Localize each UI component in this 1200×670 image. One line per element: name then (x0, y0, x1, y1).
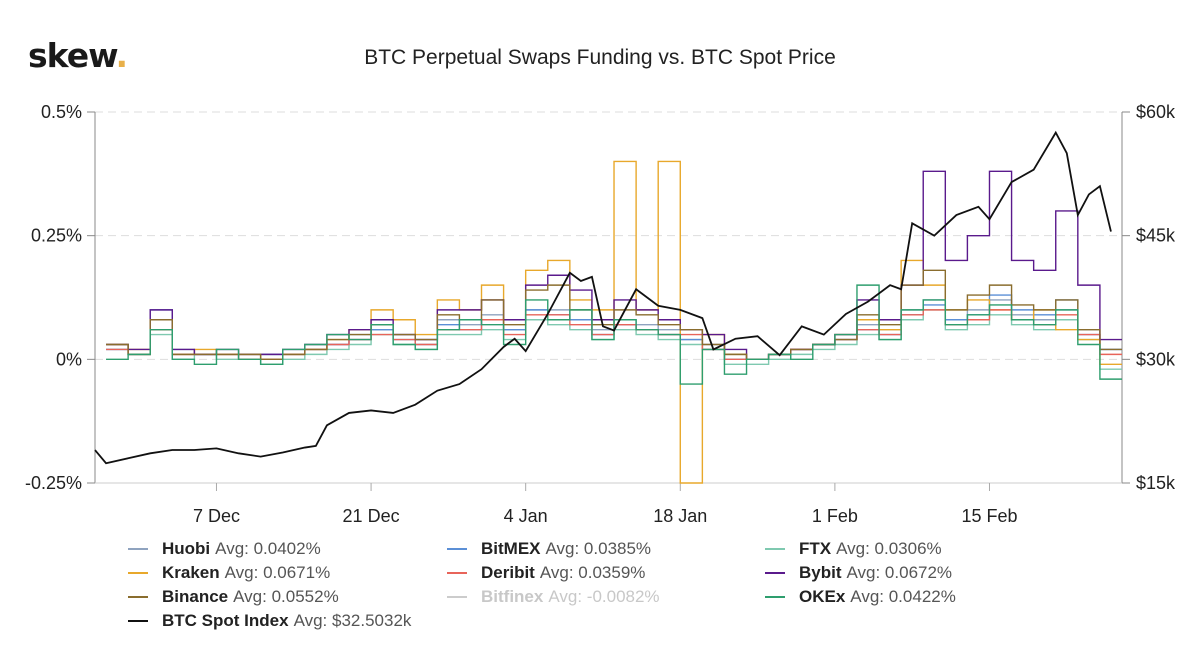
legend-item-huobi[interactable]: Huobi Avg: 0.0402% (128, 539, 321, 559)
x-tick-label: 18 Jan (653, 506, 707, 526)
left-tick-label: 0.5% (41, 102, 82, 122)
legend-series-avg: Avg: 0.0402% (215, 539, 321, 558)
legend-swatch (128, 596, 148, 598)
left-tick-label: -0.25% (25, 473, 82, 493)
x-tick-label: 21 Dec (343, 506, 400, 526)
series-line-btc-spot-index (94, 130, 1112, 465)
legend-item-deribit[interactable]: Deribit Avg: 0.0359% (447, 563, 645, 583)
logo-text: skew (28, 36, 116, 75)
legend-item-btc-spot-index[interactable]: BTC Spot Index Avg: $32.5032k (128, 611, 411, 631)
legend-series-avg: Avg: $32.5032k (293, 611, 412, 630)
legend-series-name: Huobi (162, 539, 211, 558)
legend-item-bybit[interactable]: Bybit Avg: 0.0672% (765, 563, 952, 583)
legend-swatch (128, 572, 148, 574)
right-tick-label: $45k (1136, 226, 1176, 246)
legend-swatch (765, 548, 785, 550)
x-tick-label: 4 Jan (504, 506, 548, 526)
legend-series-avg: Avg: 0.0552% (233, 587, 339, 606)
legend-series-avg: Avg: 0.0671% (224, 563, 331, 582)
legend-swatch (447, 572, 467, 574)
legend-swatch (447, 596, 467, 598)
chart-title: BTC Perpetual Swaps Funding vs. BTC Spot… (364, 46, 836, 69)
legend-swatch (447, 548, 467, 550)
legend-series-name: OKEx (799, 587, 846, 606)
legend-item-bitmex[interactable]: BitMEX Avg: 0.0385% (447, 539, 651, 559)
skew-logo: skew. (28, 36, 128, 75)
legend-swatch (765, 572, 785, 574)
left-tick-label: 0.25% (31, 226, 82, 246)
legend-series-name: Bybit (799, 563, 842, 582)
legend-series-avg: Avg: 0.0385% (545, 539, 652, 558)
x-tick-label: 15 Feb (961, 506, 1017, 526)
legend-series-name: Bitfinex (481, 587, 544, 606)
legend-item-kraken[interactable]: Kraken Avg: 0.0671% (128, 563, 330, 583)
right-tick-label: $30k (1136, 349, 1176, 369)
legend-item-okex[interactable]: OKEx Avg: 0.0422% (765, 587, 956, 607)
legend-swatch (128, 620, 148, 622)
legend-swatch (765, 596, 785, 598)
legend-series-name: Kraken (162, 563, 220, 582)
legend-series-name: BTC Spot Index (162, 611, 289, 630)
legend-series-avg: Avg: -0.0082% (548, 587, 660, 606)
legend-series-name: Deribit (481, 563, 535, 582)
legend-item-bitfinex[interactable]: Bitfinex Avg: -0.0082% (447, 587, 660, 607)
right-tick-label: $60k (1136, 102, 1176, 122)
legend-item-binance[interactable]: Binance Avg: 0.0552% (128, 587, 339, 607)
legend-item-ftx[interactable]: FTX Avg: 0.0306% (765, 539, 942, 559)
legend-series-avg: Avg: 0.0422% (850, 587, 956, 606)
legend-series-avg: Avg: 0.0672% (846, 563, 953, 582)
x-tick-label: 7 Dec (193, 506, 240, 526)
legend-series-name: BitMEX (481, 539, 541, 558)
series-line-binance (106, 269, 1122, 361)
legend-series-name: Binance (162, 587, 229, 606)
legend-swatch (128, 548, 148, 550)
logo-dot: . (115, 36, 128, 75)
legend-series-avg: Avg: 0.0306% (836, 539, 942, 558)
legend-series-avg: Avg: 0.0359% (539, 563, 646, 582)
right-tick-label: $15k (1136, 473, 1176, 493)
x-tick-label: 1 Feb (812, 506, 858, 526)
left-tick-label: 0% (56, 349, 82, 369)
legend-series-name: FTX (799, 539, 832, 558)
